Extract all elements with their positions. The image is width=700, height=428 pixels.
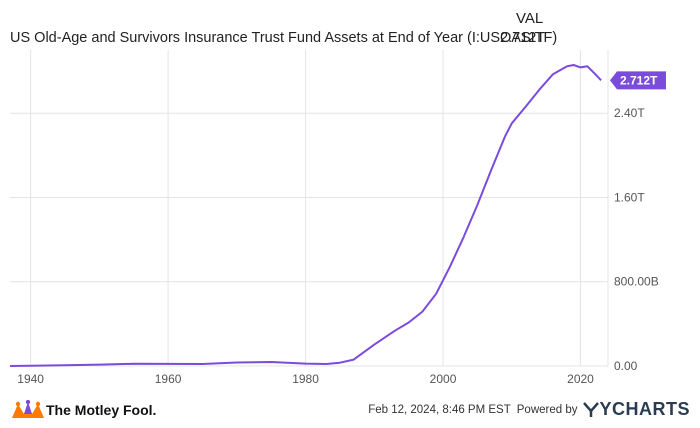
y-tick-label: 800.00B [614, 275, 659, 289]
series-line [9, 64, 602, 367]
series-current-value: 2.712T [500, 30, 546, 46]
series-lines [9, 64, 602, 367]
x-tick-label: 1940 [17, 372, 44, 386]
brand-text: The Motley Fool. [46, 402, 157, 418]
y-tick-label: 1.60T [614, 190, 645, 204]
series-title: US Old-Age and Survivors Insurance Trust… [10, 30, 558, 46]
ycharts-y-icon [583, 401, 600, 417]
value-column-header: VAL [516, 10, 544, 27]
provider-text: YCHARTS [599, 399, 690, 419]
x-tick-label: 1980 [292, 372, 319, 386]
ycharts-logo: YCHARTS [583, 399, 690, 420]
footer-credits: Feb 12, 2024, 8:46 PM EST Powered by YCH… [368, 399, 690, 420]
y-axis-ticks: 0.00 800.00B 1.60T 2.40T [614, 106, 659, 373]
x-tick-label: 2000 [430, 372, 457, 386]
grid-lines [10, 50, 609, 367]
last-value-label: 2.712T [620, 73, 658, 87]
powered-by-text: Powered by [516, 403, 578, 416]
jester-hat-icon [12, 400, 44, 418]
last-value-badge [610, 71, 666, 90]
y-tick-label: 0.00 [614, 359, 638, 373]
x-tick-label: 1960 [155, 372, 182, 386]
y-tick-label: 2.40T [614, 106, 645, 120]
timestamp-text: Feb 12, 2024, 8:46 PM EST [368, 403, 511, 416]
last-value-label-group: 2.712T [610, 71, 666, 90]
x-tick-label: 2020 [567, 372, 594, 386]
motley-fool-logo: The Motley Fool. [10, 400, 156, 420]
x-axis-ticks: 1940 1960 1980 2000 2020 [17, 372, 594, 386]
